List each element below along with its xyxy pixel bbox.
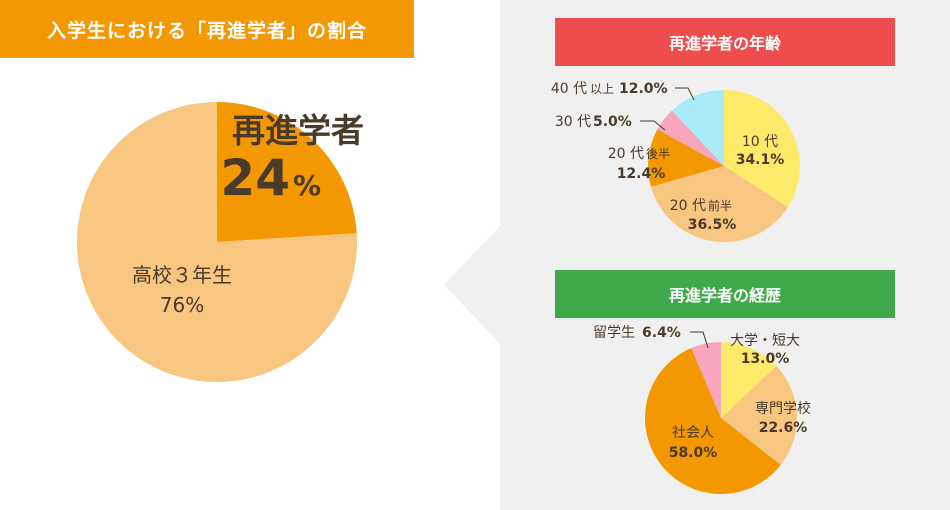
career-pie: 大学・短大 13.0% 専門学校 22.6% 社会人 58.0% 留学生 6.4… bbox=[593, 325, 811, 494]
label-20s-early-value: 36.5% bbox=[688, 217, 737, 233]
slice-label-koko3-value: 76% bbox=[160, 293, 204, 317]
slice-label-reshingaku-name: 再進学者 bbox=[232, 111, 364, 150]
main-pie: 再進学者 24 % 高校３年生 76% bbox=[76, 102, 364, 382]
label-40s-sub: 以上 bbox=[590, 82, 614, 96]
age-chart-title: 再進学者の年齢 bbox=[555, 18, 895, 66]
leader-line-intl-student bbox=[690, 331, 709, 349]
pie-slice-university bbox=[721, 341, 777, 418]
pie-slice-40s bbox=[671, 89, 724, 166]
career-chart-title: 再進学者の経歴 bbox=[555, 270, 895, 318]
label-20s-early-name: 20 代 bbox=[670, 198, 706, 214]
pie-slice-koko3 bbox=[76, 102, 357, 382]
main-title: 入学生における「再進学者」の割合 bbox=[0, 0, 414, 58]
pie-slice-20s-late bbox=[648, 129, 724, 187]
label-vocational-name: 専門学校 bbox=[755, 400, 811, 417]
pie-slice-working bbox=[645, 348, 781, 494]
label-10s-value: 34.1% bbox=[736, 152, 785, 168]
age-pie: 10 代 34.1% 20 代 前半 36.5% 20 代 後半 12.4% 3… bbox=[551, 81, 801, 242]
label-20s-early-sub: 前半 bbox=[708, 198, 732, 213]
label-university-value: 13.0% bbox=[741, 351, 790, 367]
slice-label-koko3-name: 高校３年生 bbox=[132, 263, 232, 287]
label-20s-late-value: 12.4% bbox=[617, 166, 666, 182]
leader-line-30s bbox=[640, 120, 666, 131]
pie-slice-10s bbox=[724, 90, 801, 208]
slice-label-reshingaku-value: 24 bbox=[220, 149, 290, 207]
label-working-name: 社会人 bbox=[672, 425, 714, 441]
label-40s-value: 12.0% bbox=[619, 81, 668, 97]
label-intl-student-value: 6.4% bbox=[642, 325, 681, 341]
label-intl-student-name: 留学生 bbox=[593, 325, 635, 341]
label-20s-late-sub: 後半 bbox=[646, 147, 670, 161]
leader-line-40s bbox=[675, 87, 695, 101]
label-20s-late-name: 20 代 bbox=[608, 146, 644, 162]
label-working-value: 58.0% bbox=[669, 445, 718, 461]
label-10s-name: 10 代 bbox=[742, 134, 778, 150]
panel-pointer bbox=[444, 225, 501, 345]
slice-label-reshingaku-unit: % bbox=[293, 169, 321, 202]
pie-slice-20s-early bbox=[650, 166, 788, 242]
pie-slice-reshingaku bbox=[217, 102, 357, 242]
label-university-name: 大学・短大 bbox=[730, 333, 800, 349]
label-vocational-value: 22.6% bbox=[759, 420, 808, 436]
pie-slice-30s bbox=[657, 110, 724, 166]
pie-slice-intl-student bbox=[691, 342, 721, 418]
label-30s-value: 5.0% bbox=[593, 114, 632, 130]
label-40s-name: 40 代 bbox=[551, 81, 587, 97]
pie-slice-vocational bbox=[721, 365, 798, 465]
label-30s-name: 30 代 bbox=[555, 114, 591, 130]
